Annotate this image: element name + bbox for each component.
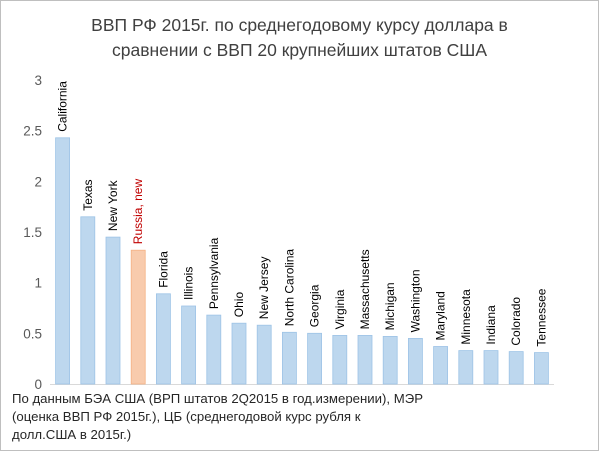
y-tick-label: 1.5 [23,225,42,240]
bar [55,137,70,385]
bar-label: Tennessee [534,288,548,346]
source-note-line-2: (оценка ВВП РФ 2015г.), ЦБ (среднегодово… [12,409,361,424]
y-tick-label: 0 [34,377,42,392]
bar [206,314,222,385]
bar-label: Illinois [182,267,196,300]
y-tick-label: 2.5 [23,124,42,139]
source-note-line-1: По данным БЭА США (ВРП штатов 2Q2015 в г… [12,391,423,406]
bar-label: Minnesota [459,289,473,345]
bars-group [55,137,549,385]
y-tick-label: 2 [34,174,42,189]
y-axis: 0 0.5 1 1.5 2 2.5 3 [23,73,554,392]
bar-label: Texas [81,179,95,210]
bar-label: New Jersey [257,257,271,320]
bar [80,216,96,385]
bar-label: New York [106,179,120,231]
bar-label: Massachusetts [358,249,372,329]
bar [483,350,499,385]
bar-label: California [56,81,70,132]
bar [382,335,398,385]
bar [332,334,348,385]
bar-label: Russia, new [131,179,145,245]
bar [130,249,146,385]
y-tick-label: 0.5 [23,326,42,341]
bar [105,236,121,385]
bar [534,352,549,385]
y-tick-label: 1 [34,276,42,291]
bar [181,305,197,385]
bar-label: Pennsylvania [207,237,221,309]
bar-label: Ohio [232,292,246,318]
bar-label: Colorado [509,297,523,346]
bar-label: Washington [408,269,422,332]
chart-title-line-1: ВВП РФ 2015г. по среднегодовому курсу до… [91,15,508,35]
bar [458,350,474,385]
bar [256,324,272,385]
bar-label: Indiana [484,305,498,345]
chart-title: ВВП РФ 2015г. по среднегодовому курсу до… [0,13,599,63]
bar [281,331,297,385]
bar [407,337,423,385]
y-tick-label: 3 [34,73,42,88]
bar [155,293,171,385]
source-note-line-3: долл.США в 2015г.) [12,427,132,442]
source-note: По данным БЭА США (ВРП штатов 2Q2015 в г… [12,390,512,444]
bar [357,334,373,385]
bar-label: North Carolina [282,249,296,327]
bar-label: Georgia [308,284,322,327]
bar [307,332,323,385]
bar-label: Virginia [333,289,347,329]
bar [433,346,449,385]
category-labels-group: California Texas New York Russia, new Florid… [56,81,549,347]
bar-label: Maryland [434,291,448,340]
bar-label: Michigan [383,282,397,330]
bar-label: Florida [156,251,170,288]
chart-title-line-2: сравнении с ВВП 20 крупнейших штатов США [112,40,487,60]
bar [508,351,524,385]
bar [231,322,247,385]
